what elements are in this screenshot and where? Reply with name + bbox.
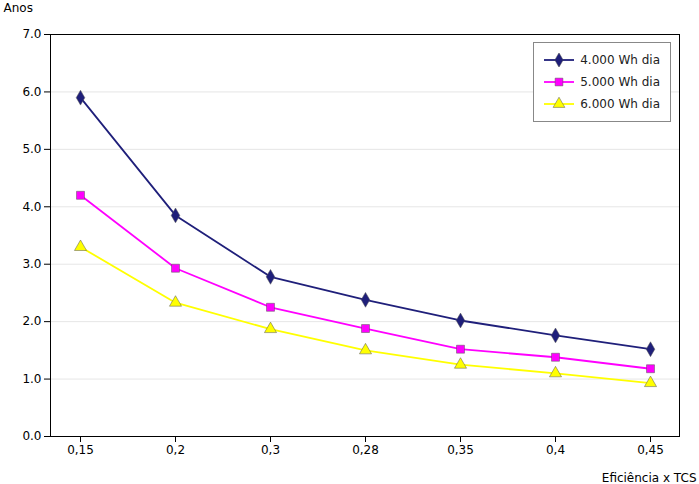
html-text:6.000 Wh dia: 6.000 Wh dia [580, 97, 660, 111]
svg-text:0,45: 0,45 [637, 443, 664, 457]
svg-text:0,2: 0,2 [166, 443, 185, 457]
svg-text:5.0: 5.0 [22, 142, 41, 156]
svg-text:2.0: 2.0 [22, 314, 41, 328]
svg-text:0,3: 0,3 [261, 443, 280, 457]
svg-text:Eficiência x TCS: Eficiência x TCS [602, 471, 697, 484]
svg-text:3.0: 3.0 [22, 257, 41, 271]
svg-text:1.0: 1.0 [22, 372, 41, 386]
svg-text:4.0: 4.0 [22, 200, 41, 214]
html-text:5.000 Wh dia: 5.000 Wh dia [580, 75, 660, 89]
svg-text:0,28: 0,28 [352, 443, 379, 457]
svg-text:0,4: 0,4 [546, 443, 565, 457]
html-text:4.000 Wh dia: 4.000 Wh dia [580, 53, 660, 67]
svg-text:0,15: 0,15 [67, 443, 94, 457]
svg-text:Anos: Anos [4, 1, 33, 15]
svg-text:0,35: 0,35 [447, 443, 474, 457]
svg-text:7.0: 7.0 [22, 27, 41, 41]
svg-text:6.0: 6.0 [22, 85, 41, 99]
svg-text:0.0: 0.0 [22, 429, 41, 443]
